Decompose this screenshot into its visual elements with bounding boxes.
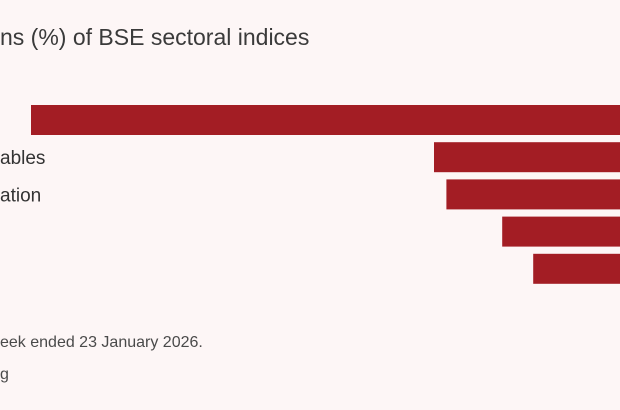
category-label-2: ation <box>0 185 41 206</box>
bar-2 <box>446 179 620 210</box>
bar-0 <box>31 105 620 135</box>
bar-1 <box>434 142 620 173</box>
category-label-1: ables <box>0 148 45 169</box>
chart-source: g <box>0 366 9 383</box>
bar-3 <box>502 216 620 247</box>
bar-4 <box>533 253 620 284</box>
chart-title: ns (%) of BSE sectoral indices <box>0 24 310 50</box>
chart-footnote: eek ended 23 January 2026. <box>0 334 203 351</box>
